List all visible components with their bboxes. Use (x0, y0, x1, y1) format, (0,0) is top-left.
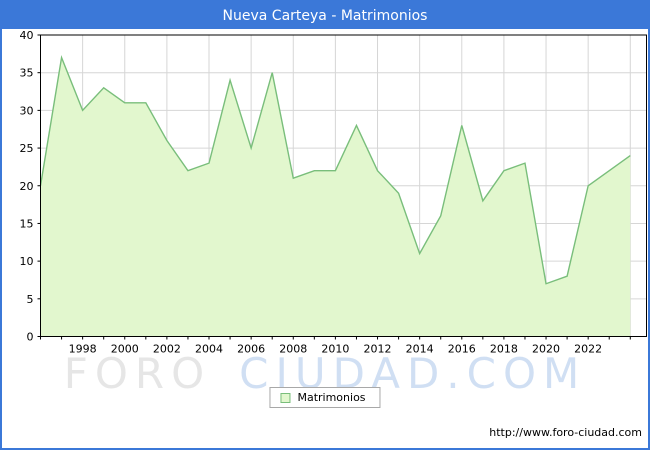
x-tick-label: 2004 (195, 343, 223, 356)
y-tick-label: 40 (20, 29, 34, 42)
y-tick-label: 25 (20, 142, 34, 155)
y-tick-label: 5 (27, 293, 34, 306)
x-tick-label: 2022 (574, 343, 602, 356)
x-tick-label: 2000 (111, 343, 139, 356)
y-tick-label: 35 (20, 67, 34, 80)
x-tick-label: 2006 (237, 343, 265, 356)
y-tick-label: 10 (20, 255, 34, 268)
y-tick-label: 20 (20, 180, 34, 193)
y-tick-label: 30 (20, 104, 34, 117)
series-area (40, 57, 631, 337)
x-tick-label: 2018 (490, 343, 518, 356)
x-tick-label: 2012 (364, 343, 392, 356)
series-line (39, 55, 631, 285)
x-tick-label: 2020 (532, 343, 560, 356)
y-tick-label: 0 (27, 331, 34, 344)
x-tick-label: 2016 (448, 343, 476, 356)
legend-swatch-icon (280, 392, 291, 403)
x-tick-label: 1998 (69, 343, 97, 356)
legend-label: Matrimonios (297, 391, 366, 404)
x-tick-label: 2008 (279, 343, 307, 356)
chart-title: Nueva Carteya - Matrimonios (222, 7, 428, 24)
footer-url: http://www.foro-ciudad.com (489, 426, 642, 439)
x-tick-label: 2002 (153, 343, 181, 356)
x-tick-label: 2010 (321, 343, 349, 356)
x-tick-label: 2014 (406, 343, 434, 356)
title-bar: Nueva Carteya - Matrimonios (2, 2, 648, 29)
y-tick-label: 15 (20, 217, 34, 230)
legend: Matrimonios (269, 387, 381, 408)
